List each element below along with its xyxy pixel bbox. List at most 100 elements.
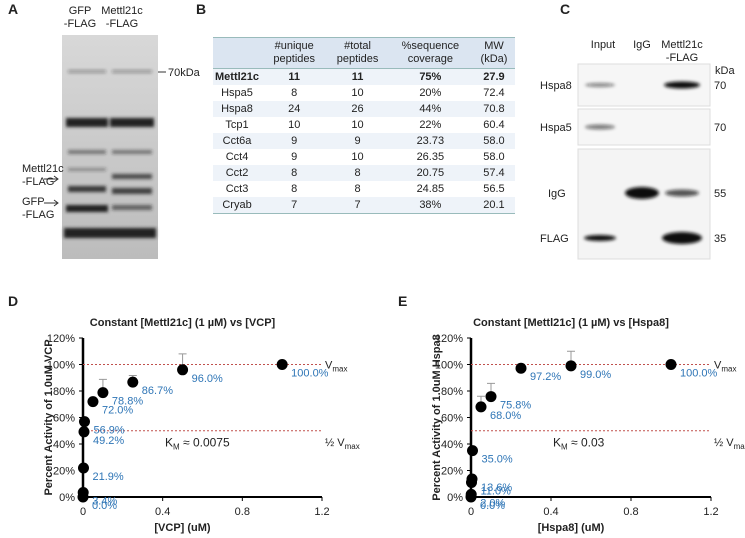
header-cell: #unique peptides — [261, 37, 328, 69]
table-cell: 60.4 — [483, 119, 505, 131]
data-point — [87, 396, 99, 408]
table-row: Cryab 7 7 38% 20.1 — [213, 197, 515, 214]
band-label: GFP — [22, 196, 45, 208]
y-tick-label: 20% — [441, 466, 463, 478]
table-cell: 8 — [354, 183, 361, 195]
table-cell: 7 — [261, 197, 328, 214]
data-point — [467, 445, 478, 457]
data-point — [485, 391, 497, 403]
panel-label: C — [560, 1, 570, 17]
table-cell: 72.4 — [483, 87, 505, 99]
marker-label: 70 — [714, 122, 726, 134]
reference-label: ½ Vmax — [325, 437, 360, 451]
table-cell: 9 — [261, 133, 328, 149]
chart-title: Constant [Mettl21c] (1 µM) vs [Hspa8] — [473, 317, 669, 329]
marker-label: 35 — [714, 233, 726, 245]
panel-label: E — [398, 293, 407, 309]
header-cell: %sequence coverage — [387, 37, 473, 69]
value-label: 75.8% — [500, 400, 531, 412]
lane-label: -FLAG — [106, 18, 138, 30]
data-point — [466, 473, 478, 485]
value-label: 100.0% — [680, 368, 718, 380]
table-cell: 10 — [288, 119, 301, 131]
reference-label: Vmax — [325, 360, 347, 374]
data-point — [276, 359, 288, 370]
x-tick-label: 0 — [80, 506, 86, 518]
data-point — [97, 387, 109, 399]
data-point — [465, 488, 477, 500]
table-row: Cct6a 9 9 23.73 58.0 — [213, 133, 515, 149]
y-tick-label: 0% — [447, 492, 463, 504]
reference-label-main: ½ V — [714, 437, 734, 449]
unit-label: kDa — [715, 65, 735, 77]
value-label: 0.0% — [92, 500, 117, 512]
reference-label: ½ Vmax — [714, 437, 745, 451]
x-tick-label: 1.2 — [703, 506, 718, 518]
table-cell: 8 — [291, 87, 298, 99]
value-label: 99.0% — [580, 369, 611, 381]
x-tick-label: 0.8 — [235, 506, 250, 518]
value-label: 13.6% — [481, 482, 512, 494]
table-cell: 20.75 — [387, 165, 473, 181]
lane-label: -FLAG — [64, 18, 96, 30]
table-cell: 70.8 — [472, 101, 515, 117]
table-cell: Hspa5 — [221, 87, 253, 99]
value-label: 11.0% — [481, 485, 512, 497]
row-label: FLAG — [540, 233, 569, 245]
data-point — [475, 401, 487, 413]
table-cell: 24.85 — [416, 183, 445, 195]
marker-label: 55 — [714, 188, 726, 200]
table-cell: 23.73 — [387, 133, 473, 149]
y-tick-label: 0% — [59, 492, 75, 504]
table-header: #unique peptides #total peptides %sequence… — [213, 37, 515, 69]
km-annotation-part: ≈ 0.03 — [568, 436, 605, 450]
table-cell: 11 — [261, 68, 328, 85]
table-cell: 75% — [387, 68, 473, 85]
y-tick-label: 80% — [441, 386, 463, 398]
km-annotation-part: M — [173, 443, 180, 452]
data-point — [78, 416, 90, 428]
table-row: Cct4 9 10 26.35 58.0 — [213, 149, 515, 165]
table-cell: 27.9 — [472, 68, 515, 85]
data-point — [77, 462, 89, 474]
y-tick-label: 120% — [435, 333, 463, 345]
table-cell: 22% — [419, 119, 442, 131]
gel — [62, 35, 158, 259]
row-label: Hspa5 — [540, 122, 572, 134]
table-cell: Tcp1 — [225, 119, 249, 131]
table-cell: 20% — [419, 87, 442, 99]
data-point — [77, 486, 89, 498]
table-cell: 24 — [261, 101, 328, 117]
table-cell: Hspa8 — [213, 101, 262, 117]
value-label: 100.0% — [291, 368, 329, 380]
y-axis-label: Percent Activity of 1.0uM VCP — [43, 339, 55, 495]
reference-label-sub: max — [345, 442, 360, 451]
lane-label: -FLAG — [666, 52, 698, 64]
table-cell: Cct4 — [225, 151, 249, 163]
table-cell: 20.1 — [472, 197, 515, 214]
value-label: 97.2% — [530, 371, 561, 383]
lane-label: IgG — [633, 39, 651, 51]
data-point — [78, 426, 90, 438]
panel-label: B — [196, 1, 206, 17]
table-cell: 11 — [327, 68, 388, 85]
table-cell: 10 — [351, 87, 364, 99]
gel-bands — [64, 70, 156, 238]
table-cell: 7 — [327, 197, 388, 214]
table-cell: 10 — [351, 151, 364, 163]
data-point — [665, 359, 677, 370]
x-tick-label: 0.4 — [543, 506, 558, 518]
panel-label: A — [8, 1, 18, 17]
table-cell: 26.35 — [416, 151, 445, 163]
y-axis-label: Percent Activity of 1.0uM Hspa8 — [431, 334, 443, 500]
km-annotation: KM ≈ 0.0075 — [165, 436, 230, 452]
y-tick-label: 120% — [47, 333, 75, 345]
km-annotation: KM ≈ 0.03 — [553, 436, 605, 452]
header-cell: #total peptides — [327, 37, 388, 69]
value-label: 35.0% — [482, 454, 513, 466]
y-tick-label: 80% — [53, 386, 75, 398]
row-label: Hspa8 — [540, 80, 572, 92]
value-label: 68.0% — [490, 410, 521, 422]
